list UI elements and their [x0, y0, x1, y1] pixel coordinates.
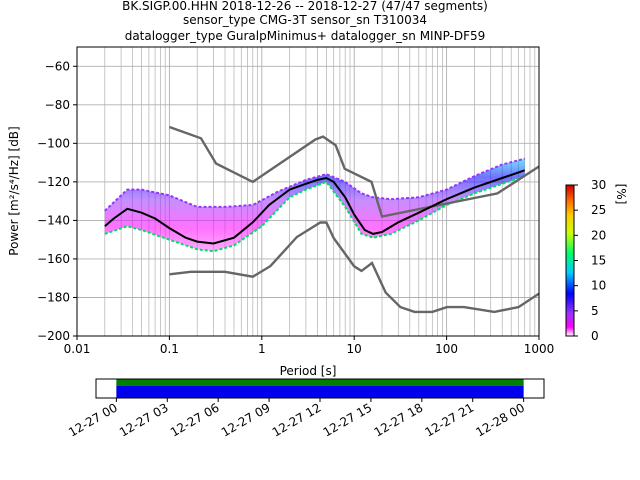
colorbar-label: [%] [614, 184, 628, 205]
coverage-tick-label: 12-27 06 [168, 400, 222, 439]
colorbar-tick-label: 10 [591, 279, 606, 293]
coverage-bar-data [116, 386, 524, 398]
colorbar-tick-label: 20 [591, 228, 606, 242]
plot-frame [76, 46, 540, 337]
colorbar-ticks: 0 5 10 15 20 25 30 [574, 178, 606, 343]
y-axis-label: Power [m²/s⁴/Hz] [dB] [7, 126, 21, 255]
coverage-tick-label: 12-27 12 [270, 400, 324, 439]
title-line-2: sensor_type CMG-3T sensor_sn T310034 [183, 13, 427, 27]
coverage-tick-label: 12-28 00 [473, 400, 527, 439]
coverage-tick-label: 12-27 21 [423, 400, 477, 439]
title-line-3: datalogger_type GuralpMinimus+ datalogge… [125, 29, 486, 43]
x-tick-label: 10 [347, 342, 362, 356]
y-tick-label: −120 [37, 175, 70, 189]
y-tick-label: −180 [37, 290, 70, 304]
coverage-tick-label: 12-27 18 [372, 400, 426, 439]
psd-spread-band [104, 158, 525, 252]
y-axis-ticks: −200 −180 −160 −140 −120 −100 −80 −60 [37, 59, 77, 343]
mean-psd-line [104, 169, 526, 245]
colorbar-tick-label: 0 [591, 329, 599, 343]
coverage-bar-processed [116, 379, 524, 386]
x-tick-label: 1 [258, 342, 266, 356]
colorbar-tick-label: 5 [591, 304, 599, 318]
colorbar-tick-label: 25 [591, 203, 606, 217]
x-tick-label: 0.1 [160, 342, 179, 356]
colorbar-gradient [565, 184, 575, 337]
psd-spread-lower-edge [104, 175, 526, 253]
noise-model-high-line [168, 125, 539, 218]
noise-model-low-line [169, 221, 539, 314]
title-line-1: BK.SIGP.00.HHN 2018-12-26 -- 2018-12-27 … [122, 0, 488, 13]
x-axis-ticks: 0.01 0.1 1 10 100 1000 [64, 336, 555, 356]
psd-spread-upper-edge [104, 157, 525, 212]
coverage-tick-label: 12-27 15 [321, 400, 375, 439]
x-tick-label: 0.01 [64, 342, 91, 356]
coverage-tick-label: 12-27 03 [117, 400, 171, 439]
coverage-bars [116, 379, 524, 398]
colorbar-tick-label: 30 [591, 178, 606, 192]
y-tick-label: −100 [37, 136, 70, 150]
x-tick-label: 1000 [524, 342, 555, 356]
y-tick-label: −60 [45, 59, 70, 73]
colorbar-tick-label: 15 [591, 254, 606, 268]
coverage-tick-label: 12-27 09 [219, 400, 273, 439]
grid [76, 47, 539, 337]
x-tick-label: 100 [435, 342, 458, 356]
psd-plot: 0.01 0.1 1 10 100 1000 −200 −180 −160 −140 −120 −1… [7, 46, 555, 378]
y-tick-label: −140 [37, 213, 70, 227]
colorbar: 0 5 10 15 20 25 30 [%] [565, 178, 628, 343]
y-tick-label: −200 [37, 329, 70, 343]
y-tick-label: −160 [37, 252, 70, 266]
x-axis-label: Period [s] [280, 364, 337, 378]
y-tick-label: −80 [45, 98, 70, 112]
coverage-tick-label: 12-27 00 [66, 400, 120, 439]
